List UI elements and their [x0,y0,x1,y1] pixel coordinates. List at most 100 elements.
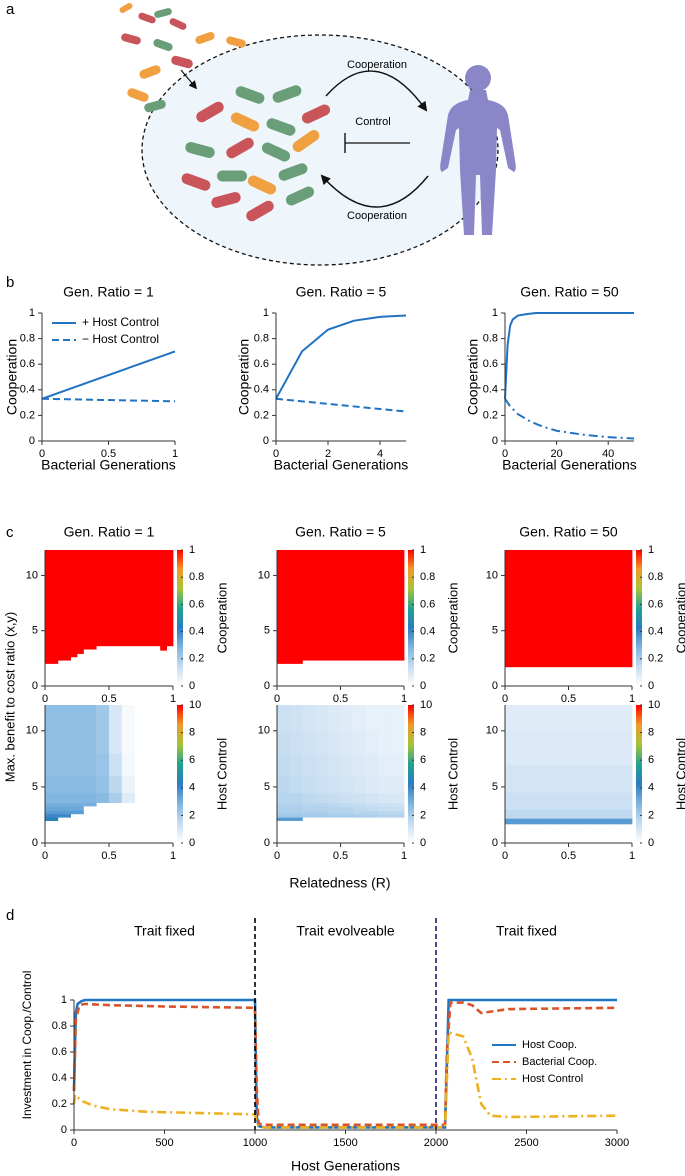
entry-arrow [180,69,198,90]
heat-cell [45,705,59,732]
heat-cell [70,753,84,777]
x-tick-label: 0 [502,850,508,862]
series-line [275,314,407,400]
heat-cell [391,792,405,804]
heat-cell [340,705,354,732]
heat-cell [353,730,367,754]
series-line [72,1030,618,1129]
heat-cell [302,792,316,804]
heat-cell [378,813,392,818]
heat-cell [365,802,379,807]
x-tick-label: 0 [42,850,48,862]
colorbar-tick-label: 6 [420,754,426,766]
x-tick-label: 3000 [605,1137,629,1149]
y-tick-label: 0.2 [20,409,35,421]
heat-cell [530,818,544,825]
x-tick-label: 0 [39,448,45,460]
y-tick-label: 0.4 [20,384,35,396]
heat-cell [277,705,291,732]
heat-cell [327,705,341,732]
heat-cell [160,550,167,651]
heat-cell [353,753,367,777]
heat-cell [391,753,405,777]
heat-cell [109,775,123,793]
cooperation-arrow [325,70,428,112]
heat-cell [289,805,303,811]
heat-cell [543,730,557,765]
human-body [440,90,516,235]
legend-label: Host Coop. [522,1039,577,1051]
heat-cell [340,813,354,818]
y-tick-label: 0.8 [20,333,35,345]
heat-cell [505,764,519,793]
y-tick-label: 0.4 [254,384,269,396]
heat-cell [555,792,569,810]
heat-cell [378,810,392,815]
heat-cell [505,809,519,819]
heat-cell [593,730,607,765]
y-tick-label: 0.6 [20,358,35,370]
y-tick-label: 5 [32,781,38,793]
heat-cell [83,775,97,793]
colorbar-tick-label: 0.2 [648,653,663,665]
heat-cell [365,705,379,732]
bacterium [185,142,215,158]
colorbar-tick-label: 0.4 [420,626,435,638]
heat-cell [289,705,303,732]
colorbar-tick-label: 10 [420,699,432,711]
bacterium [278,163,308,181]
y-tick-label: 0.4 [483,384,498,396]
y-tick-label: 5 [264,781,270,793]
colorbar-tick-label: 1 [189,544,195,556]
heat-cell [45,813,59,818]
heat-cell [581,705,595,732]
y-tick-label: 0 [32,837,38,849]
colorbar-tick-label: 0 [648,680,654,692]
diagram-label: Cooperation [347,210,407,222]
x-tick-label: 500 [155,1137,173,1149]
series-line [504,312,634,399]
y-axis-label: Investment in Coop./Control [20,971,34,1120]
heat-cell [543,809,557,819]
colorbar-tick-label: 0.2 [189,653,204,665]
heat-cell [327,813,341,818]
heat-cell [302,705,316,732]
chart-title: Gen. Ratio = 5 [296,284,387,300]
x-tick-label: 0.5 [101,850,116,862]
heat-cell [555,809,569,819]
heat-cell [353,792,367,804]
heat-cell [57,805,71,811]
y-tick-label: 0.6 [52,1046,67,1058]
heat-cell [391,802,405,807]
colorbar-tick-label: 0.2 [420,653,435,665]
heat-cell [277,730,291,754]
heat-cell [378,705,392,732]
heat-cell [96,775,110,793]
x-tick-label: 0 [502,693,508,705]
heat-cell [70,705,84,732]
annotation: Trait fixed [134,923,195,939]
heat-cell [302,810,316,815]
x-tick-label: 2000 [424,1137,448,1149]
y-tick-label: 0.8 [483,333,498,345]
heat-cell [96,730,110,754]
colorbar-tick-label: 4 [420,782,426,794]
diagram-label: Cooperation [347,59,407,71]
x-tick-label: 0 [274,693,280,705]
heat-cell [619,792,633,810]
colorbar-tick-label: 0.8 [420,571,435,583]
bacterium [266,118,296,136]
colorbar-tick-label: 2 [420,809,426,821]
heat-cell [45,810,59,815]
y-tick-label: 5 [492,625,498,637]
heat-cell [327,730,341,754]
y-tick-label: 0 [492,435,498,447]
heat-cell [302,730,316,754]
colorbar-tick-label: 6 [189,754,195,766]
heat-cell [619,764,633,793]
heat-cell [555,764,569,793]
heat-cell [568,792,582,810]
y-tick-label: 0 [264,680,270,692]
heat-cell [517,792,531,810]
heat-cell [289,730,303,754]
